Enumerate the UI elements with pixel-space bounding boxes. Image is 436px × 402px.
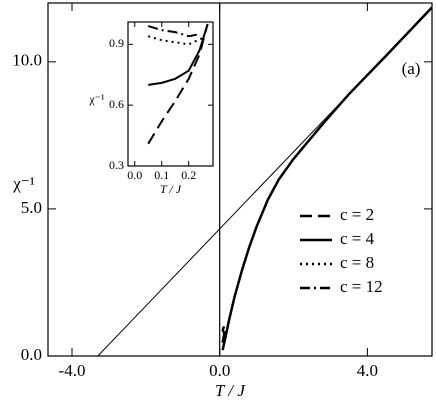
series-group	[97, 6, 432, 356]
main-plot: -4.0 0.0 4.0 0.0 5.0 10.0 T / J χ⁻¹ (a) c = 2 c = …	[12, 2, 433, 400]
y-tick-label: 0.0	[21, 345, 42, 364]
legend-label: c = 12	[340, 277, 383, 296]
line	[221, 326, 226, 332]
series-group	[147, 23, 209, 145]
line	[147, 25, 200, 38]
x-tick-label: -4.0	[59, 361, 86, 380]
plot-area	[47, 2, 433, 357]
y-tick-label: 5.0	[21, 198, 42, 217]
x-tick-label: 0.0	[127, 168, 142, 182]
line	[221, 330, 227, 343]
x-axis-label: T / J	[160, 182, 182, 196]
legend-label: c = 4	[340, 229, 375, 248]
y-axis-label: χ⁻¹	[88, 92, 105, 106]
legend-label: c = 8	[340, 253, 374, 272]
x-tick-label: 0.2	[181, 168, 196, 182]
y-tick-label: 0.6	[109, 97, 124, 111]
inset: 0.0 0.1 0.2 0.3 0.6 0.9 T / J χ⁻¹	[88, 21, 214, 196]
y-tick-label: 0.3	[109, 158, 124, 172]
line	[221, 6, 432, 351]
legend-label: c = 2	[340, 205, 374, 224]
y-tick-label: 10.0	[12, 51, 42, 70]
x-axis-label: T / J	[215, 381, 246, 400]
x-tick-label: 0.1	[154, 168, 169, 182]
x-tick-label: 4.0	[357, 361, 378, 380]
line	[148, 23, 209, 86]
y-axis-label: χ⁻¹	[12, 174, 35, 193]
line	[221, 330, 226, 334]
annotation: (a)	[402, 59, 421, 78]
y-tick-label: 0.9	[109, 36, 124, 50]
plot-area	[127, 21, 214, 167]
x-tick-label: 0.0	[209, 361, 230, 380]
